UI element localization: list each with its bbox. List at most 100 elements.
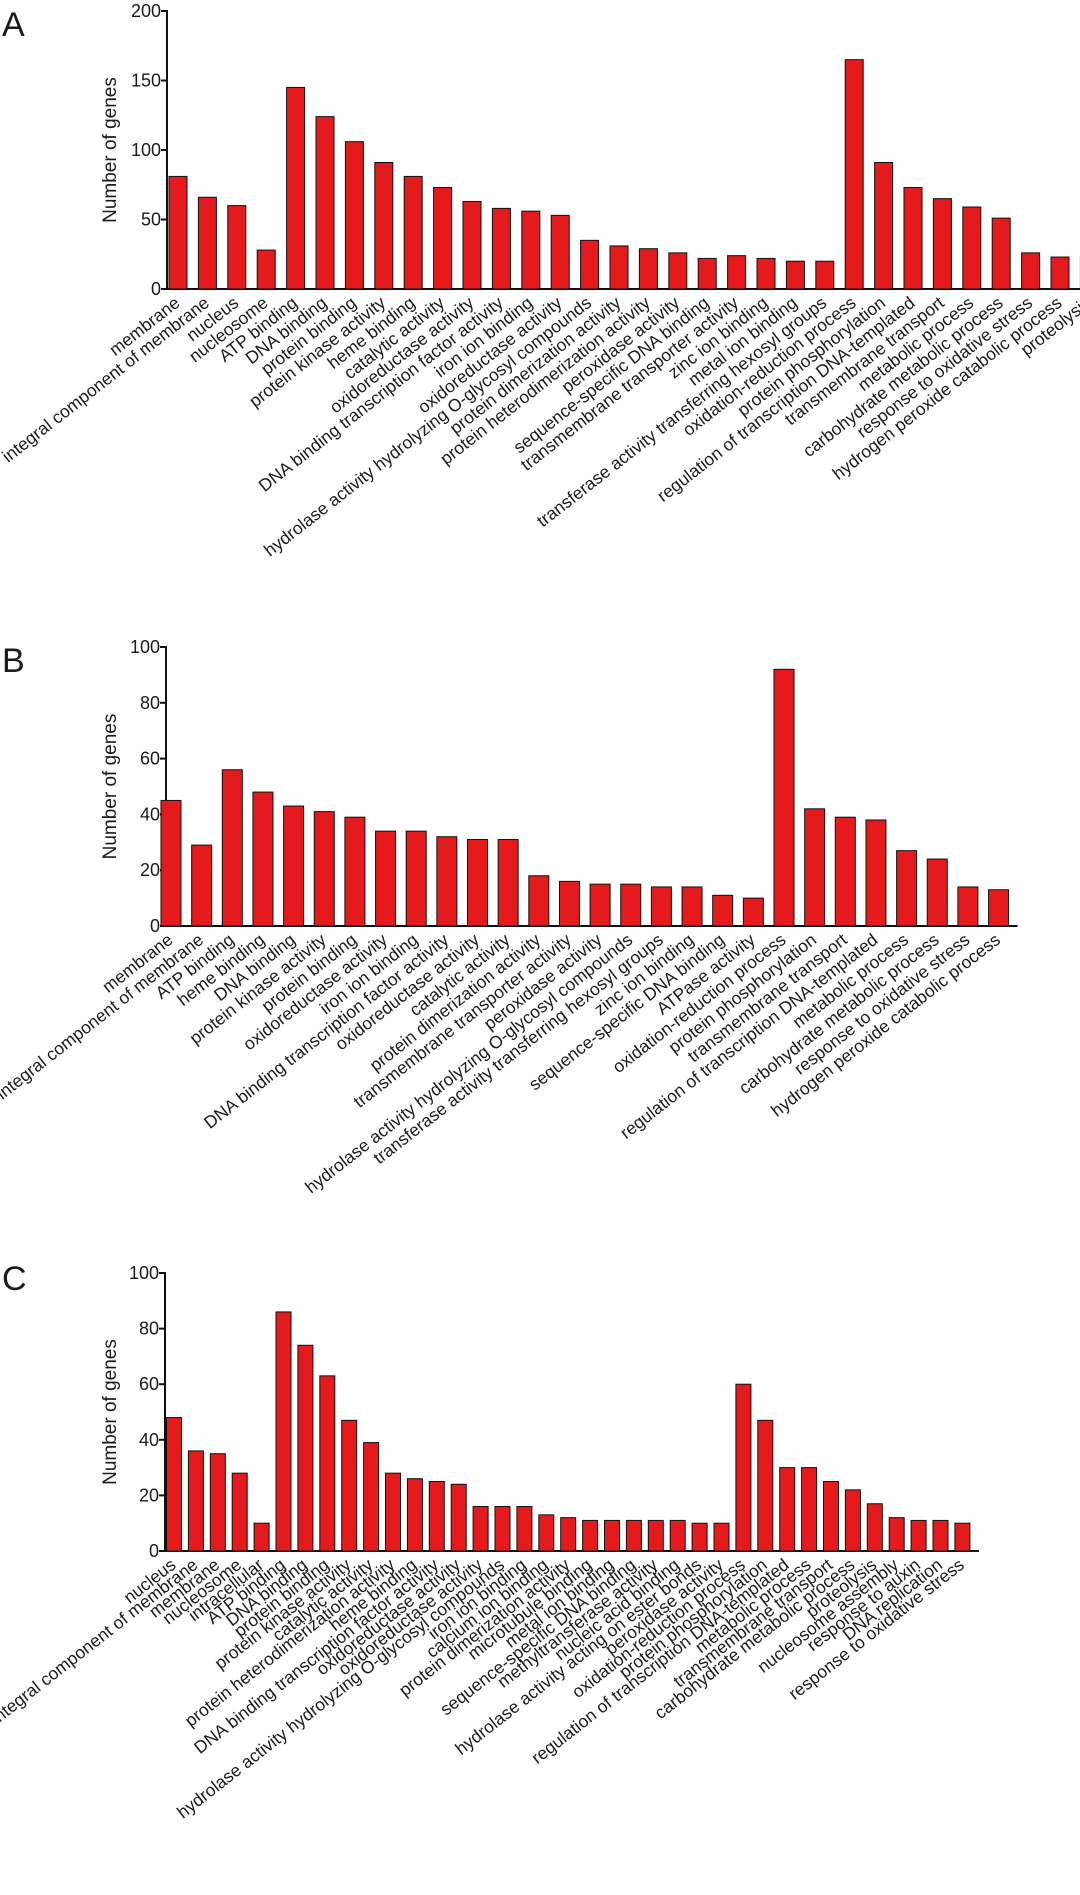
panel-b-bar <box>221 769 243 927</box>
panel-a-bar <box>374 162 394 290</box>
panel-a-bar <box>315 116 335 290</box>
panel-a-y-tick-label: 100 <box>131 140 161 160</box>
panel-c-bar <box>757 1419 774 1552</box>
panel-c-bar <box>866 1503 883 1552</box>
panel-c-bar <box>231 1472 248 1552</box>
panel-c-bar <box>823 1481 839 1552</box>
panel-c-bar <box>779 1467 796 1552</box>
panel-b-bar <box>283 805 305 927</box>
panel-a-bar <box>168 175 188 290</box>
panel-b-bar <box>589 883 611 927</box>
panel-a-bar <box>991 217 1011 290</box>
panel-b-bar <box>896 850 918 927</box>
panel-a-y-axis-title: Number of genes <box>100 77 121 223</box>
panel-b-bar <box>313 811 335 927</box>
panel-c-bar <box>319 1375 336 1552</box>
panel-c-bar <box>166 1417 182 1552</box>
panel-c-bar <box>363 1442 380 1552</box>
panel-c-bar <box>538 1514 555 1552</box>
panel-a-bar <box>256 249 276 290</box>
panel-a-bar <box>638 248 658 290</box>
panel-c-bar <box>625 1519 642 1552</box>
panel-b-bar <box>926 858 948 927</box>
panel-b-bar <box>742 897 764 927</box>
panel-c-bar <box>691 1522 708 1552</box>
panel-c-bar <box>494 1506 511 1552</box>
panel-c-bar <box>187 1450 204 1552</box>
panel-c-bar <box>385 1472 401 1552</box>
panel-c-bar <box>297 1344 314 1552</box>
panel-c-bar <box>516 1506 533 1552</box>
panel-c-bar <box>450 1483 467 1552</box>
panel-c-bar <box>582 1519 599 1552</box>
panel-b-y-tick-label: 20 <box>140 860 160 880</box>
panel-c-bar <box>428 1481 445 1552</box>
panel-a-bar <box>433 187 453 290</box>
panel-c-y-tick-label: 0 <box>149 1541 159 1561</box>
panel-a-y-tick-label: 150 <box>131 71 161 91</box>
panel-c-y-tick-label: 60 <box>139 1374 159 1394</box>
panel-c-bar <box>954 1522 971 1552</box>
panel-c-bar <box>253 1522 270 1552</box>
panel-a-bar <box>521 210 541 290</box>
panel-c-bar <box>888 1517 905 1552</box>
panel-a-bar <box>785 260 805 290</box>
panel-b-bar <box>252 791 274 927</box>
panel-a-category-label: integral component of membrane <box>0 292 213 466</box>
panel-b-label: B <box>2 642 25 680</box>
panel-a-bar <box>227 205 247 290</box>
panel-a-bar <box>727 255 747 290</box>
panel-c-bar <box>604 1519 620 1552</box>
panel-c-bar <box>647 1519 664 1552</box>
panel-b-bar <box>834 816 856 927</box>
panel-b-bar <box>620 883 642 927</box>
panel-c-bar <box>669 1519 686 1552</box>
panel-a-bar <box>903 187 923 290</box>
panel-b-bar <box>681 886 703 927</box>
panel-c-y-axis-title: Number of genes <box>100 1339 121 1485</box>
panel-c-bar <box>713 1522 730 1552</box>
panel-a-bar <box>668 252 688 290</box>
panel-b-bar <box>375 830 397 927</box>
panel-b-bar <box>988 889 1010 927</box>
panel-b-bar <box>865 819 887 927</box>
panel-b-bar <box>344 816 366 927</box>
panel-a-bar <box>815 260 835 290</box>
panel-b-bar <box>650 886 672 927</box>
panel-c-bar <box>275 1311 292 1552</box>
panel-b-bar <box>160 799 182 927</box>
panel-b-y-tick-label: 60 <box>140 749 160 769</box>
panel-a-bar <box>286 86 306 290</box>
panel-c-label: C <box>2 1260 27 1298</box>
panel-a-bar <box>197 196 217 290</box>
panel-b-bar <box>405 830 427 927</box>
panel-b-y-tick-label: 40 <box>140 804 160 824</box>
panel-b-category-label: integral component of membrane <box>0 929 207 1103</box>
panel-a-bar <box>962 206 982 290</box>
panel-a-bar <box>756 257 776 290</box>
panel-b-bar <box>436 836 458 927</box>
panel-c-bar <box>560 1517 577 1552</box>
panel-b-bar <box>957 886 979 927</box>
panel-c-bar <box>406 1478 423 1552</box>
panel-a-bar <box>609 245 629 290</box>
panel-b-bar <box>804 808 826 927</box>
panel-a-y-tick-label: 0 <box>151 279 161 299</box>
panel-c-bar <box>932 1519 949 1552</box>
panel-b-bar <box>528 875 550 927</box>
panel-c-bar <box>735 1383 752 1552</box>
panel-b-bar <box>773 668 795 927</box>
panel-c-y-tick-label: 20 <box>139 1485 159 1505</box>
panel-a-label: A <box>2 6 25 44</box>
panel-c-bar <box>472 1506 489 1552</box>
panel-a-bar <box>874 162 894 290</box>
panel-b-bar <box>497 839 519 927</box>
panel-a-bar <box>344 141 364 290</box>
panel-b-y-tick-label: 80 <box>140 693 160 713</box>
panel-b-bar <box>712 894 734 927</box>
panel-a-bar <box>462 200 482 290</box>
panel-a-bar <box>1021 252 1041 290</box>
